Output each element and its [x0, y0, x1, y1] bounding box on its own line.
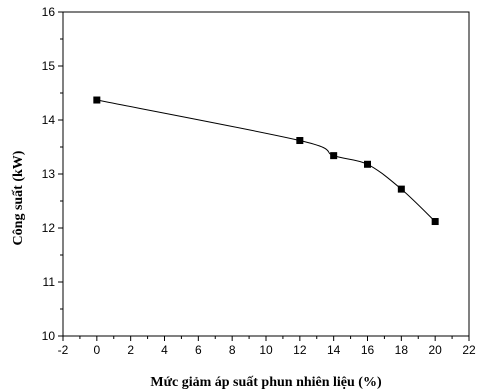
x-tick-label: 20 [428, 343, 442, 357]
x-tick-label: 14 [327, 343, 341, 357]
x-tick-label: 8 [229, 343, 236, 357]
y-tick-label: 16 [42, 5, 56, 19]
y-tick-label: 13 [42, 167, 56, 181]
y-axis-title: Công suất (kW) [11, 150, 26, 245]
x-tick-label: 0 [93, 343, 100, 357]
x-tick-label: 18 [395, 343, 409, 357]
y-tick-label: 10 [42, 329, 56, 343]
x-tick-label: 2 [127, 343, 134, 357]
x-tick-label: 6 [195, 343, 202, 357]
data-point [364, 160, 371, 168]
data-point [296, 137, 304, 145]
y-axis: 10 11 12 13 14 15 16 [42, 5, 63, 343]
data-point [431, 218, 439, 226]
y-tick-label: 12 [42, 221, 56, 235]
x-tick-label: 16 [361, 343, 375, 357]
data-point [93, 96, 101, 104]
series-line [96, 99, 436, 222]
x-tick-label: 12 [293, 343, 307, 357]
data-point [397, 185, 405, 193]
series-1 [93, 96, 439, 226]
x-tick-label: 22 [462, 343, 476, 357]
y-tick-label: 11 [43, 275, 56, 289]
y-tick-label: 15 [42, 59, 56, 73]
plot-frame [62, 11, 470, 337]
x-tick-label: 10 [259, 343, 273, 357]
data-point [330, 152, 338, 160]
x-axis-title: Mức giảm áp suất phun nhiên liệu (%) [150, 375, 382, 390]
x-axis: -2 0 2 4 6 8 10 12 14 16 18 20 22 [58, 336, 476, 357]
y-tick-label: 14 [42, 113, 56, 127]
x-tick-label: -2 [58, 343, 69, 357]
x-tick-label: 4 [161, 343, 168, 357]
plot-border [62, 11, 470, 337]
